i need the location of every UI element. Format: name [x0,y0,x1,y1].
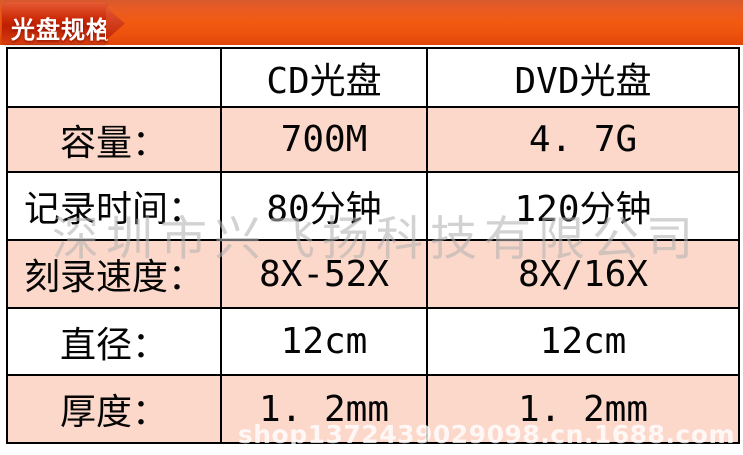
banner-badge: 光盘规格 光盘规格 [2,2,111,62]
thickness-cd-value: 1. 2mm [222,376,428,444]
diameter-cd-value: 12cm [222,309,428,376]
row-label-burn-speed: 刻录速度： [8,241,222,309]
col-header-cd: CD光盘 [222,49,428,108]
capacity-dvd-value: 4. 7G [428,108,740,173]
capacity-cd-value: 700M [222,108,428,173]
row-label-diameter: 直径： [8,309,222,376]
watermark-shop-url: shop1372439029098.cn.1688.com [237,420,735,449]
record-time-cd-value: 80分钟 [222,173,428,241]
thickness-dvd-value: 1. 2mm [428,376,740,444]
ribbon-arrow-icon [106,7,125,40]
record-time-dvd-value: 120分钟 [428,173,740,241]
col-header-blank [8,49,222,108]
banner-title: 光盘规格 [11,16,111,44]
diameter-dvd-value: 12cm [428,309,740,376]
row-label-capacity: 容量： [8,108,222,173]
row-label-thickness: 厚度： [8,376,222,444]
spec-table: CD光盘 DVD光盘 容量： 700M 4. 7G 记录时间： 80分钟 120… [6,47,740,444]
col-header-dvd: DVD光盘 [428,49,740,108]
burn-speed-dvd-value: 8X/16X [428,241,740,309]
row-label-record-time: 记录时间： [8,173,222,241]
burn-speed-cd-value: 8X-52X [222,241,428,309]
watermark-company: 深圳市兴飞扬科技有限公司 [52,212,700,267]
banner: 光盘规格 光盘规格 [0,0,743,62]
banner-title-reflection: 光盘规格 [11,34,111,62]
